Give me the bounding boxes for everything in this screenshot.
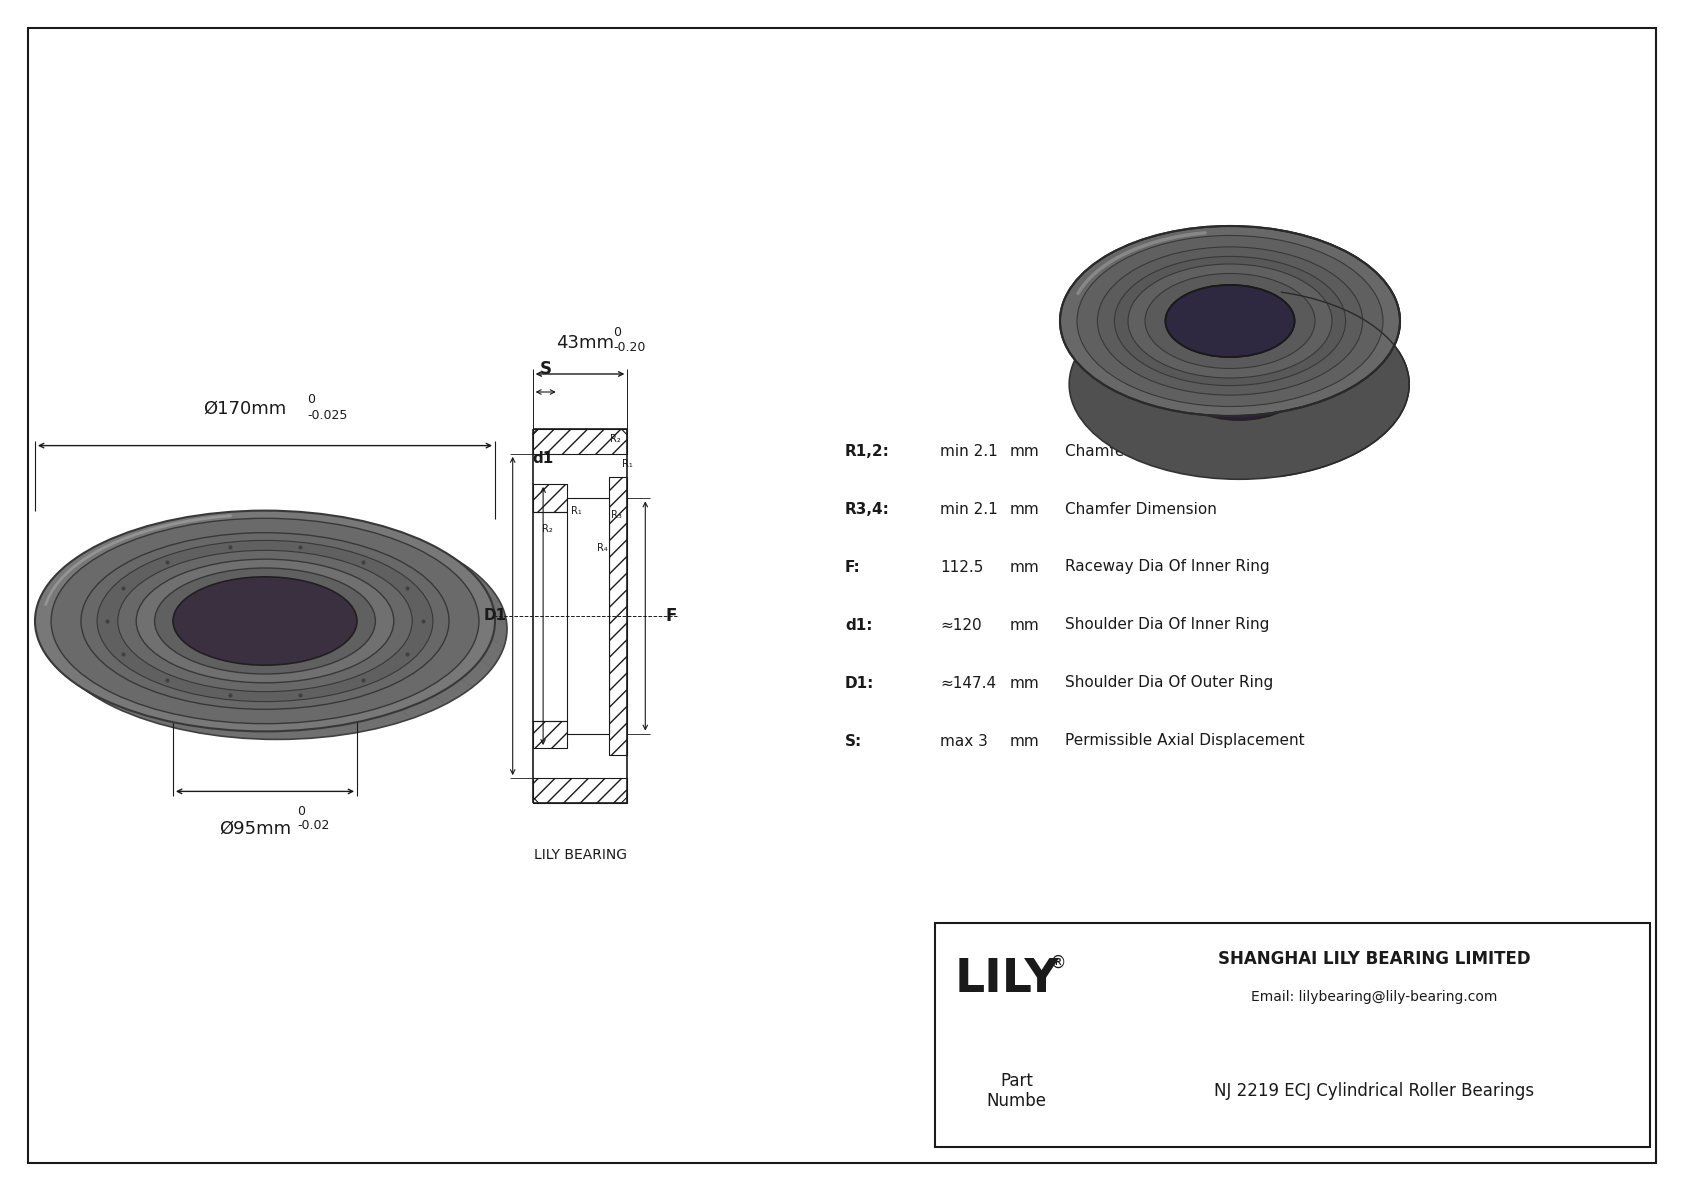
Text: mm: mm [1010,501,1039,517]
Text: ®: ® [1051,954,1066,972]
Polygon shape [568,499,610,734]
Text: mm: mm [1010,560,1039,574]
Polygon shape [532,721,568,748]
Polygon shape [1229,285,1303,420]
Text: -0.02: -0.02 [296,819,330,833]
Polygon shape [935,923,1650,1147]
Text: R₄: R₄ [596,543,608,553]
Text: 0: 0 [306,393,315,406]
Text: d1: d1 [532,451,554,466]
Ellipse shape [1175,348,1303,420]
Text: mm: mm [1010,734,1039,748]
Text: S: S [539,360,552,378]
Text: Shoulder Dia Of Inner Ring: Shoulder Dia Of Inner Ring [1064,617,1270,632]
Text: Ø95mm: Ø95mm [219,819,291,837]
Text: 43mm: 43mm [556,333,615,353]
Text: d1:: d1: [845,617,872,632]
Text: Shoulder Dia Of Outer Ring: Shoulder Dia Of Outer Ring [1064,675,1273,691]
Text: Email: lilybearing@lily-bearing.com: Email: lilybearing@lily-bearing.com [1251,990,1497,1004]
Ellipse shape [98,541,433,701]
Text: ≈120: ≈120 [940,617,982,632]
Text: R₂: R₂ [610,434,621,444]
Text: R3,4:: R3,4: [845,501,889,517]
Polygon shape [610,478,628,755]
Text: mm: mm [1010,675,1039,691]
Ellipse shape [118,550,413,692]
Text: LILY: LILY [955,956,1059,1002]
Text: F: F [665,607,677,625]
Text: R₁: R₁ [621,459,633,469]
Polygon shape [532,778,628,803]
Ellipse shape [81,532,450,710]
Text: Chamfer Dimension: Chamfer Dimension [1064,501,1218,517]
Text: R1,2:: R1,2: [845,443,889,459]
Text: LILY BEARING: LILY BEARING [534,848,626,862]
Ellipse shape [1078,236,1383,406]
Text: min 2.1: min 2.1 [940,501,997,517]
Text: R₃: R₃ [611,510,621,519]
Text: Raceway Dia Of Inner Ring: Raceway Dia Of Inner Ring [1064,560,1270,574]
Ellipse shape [1098,247,1362,395]
Text: Ø170mm: Ø170mm [204,400,286,418]
Text: D1:: D1: [845,675,874,691]
Text: -0.025: -0.025 [306,409,347,422]
Text: R₂: R₂ [542,524,552,535]
Text: R₁: R₁ [571,506,581,516]
Text: 112.5: 112.5 [940,560,983,574]
Text: -0.20: -0.20 [613,341,645,354]
Text: max 3: max 3 [940,734,989,748]
Text: SHANGHAI LILY BEARING LIMITED: SHANGHAI LILY BEARING LIMITED [1218,950,1531,968]
Polygon shape [532,484,568,511]
Ellipse shape [1145,274,1315,368]
Ellipse shape [35,511,495,731]
Ellipse shape [51,518,478,724]
Ellipse shape [1165,285,1295,357]
Text: Chamfer Dimension: Chamfer Dimension [1064,443,1218,459]
Polygon shape [532,429,628,454]
Text: min 2.1: min 2.1 [940,443,997,459]
Text: D1: D1 [483,609,507,624]
Text: NJ 2219 ECJ Cylindrical Roller Bearings: NJ 2219 ECJ Cylindrical Roller Bearings [1214,1081,1534,1100]
Ellipse shape [173,576,357,665]
Text: Part
Numbe: Part Numbe [987,1072,1046,1110]
Text: S:: S: [845,734,862,748]
Text: 0: 0 [613,326,621,339]
Ellipse shape [136,560,394,682]
Ellipse shape [47,518,507,740]
Text: mm: mm [1010,443,1039,459]
Ellipse shape [1128,264,1332,378]
Polygon shape [1273,229,1410,476]
Ellipse shape [1069,289,1410,479]
Ellipse shape [155,568,376,674]
Text: F:: F: [845,560,861,574]
Text: Permissible Axial Displacement: Permissible Axial Displacement [1064,734,1305,748]
Ellipse shape [1059,226,1399,416]
Text: 0: 0 [296,805,305,818]
Ellipse shape [1115,256,1346,386]
Text: ≈147.4: ≈147.4 [940,675,997,691]
Text: mm: mm [1010,617,1039,632]
